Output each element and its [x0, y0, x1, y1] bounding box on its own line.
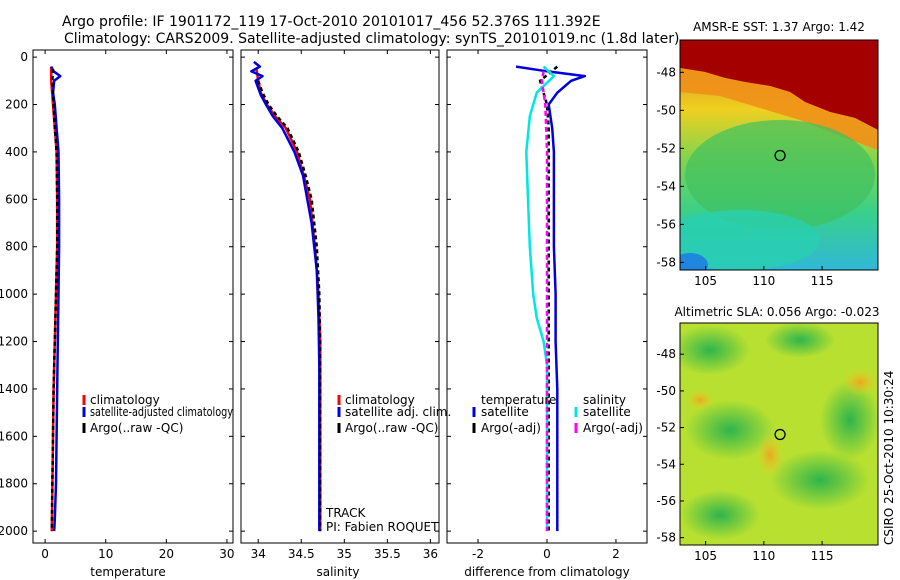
temperature-xlabel: temperature [90, 565, 165, 579]
x-tick-label: 0 [543, 547, 551, 561]
depth-tick-label: 1600 [0, 429, 28, 443]
series-line-temperature-satellite [515, 65, 587, 532]
map-x-tick-label: 105 [694, 274, 717, 288]
x-tick-label: 10 [98, 547, 113, 561]
series-line-satellite-adjusted-climatology [50, 66, 62, 532]
map-y-tick-label: -50 [656, 384, 676, 398]
x-tick-label: -2 [472, 547, 484, 561]
pi-annotation: PI: Fabien ROQUET [326, 520, 439, 534]
depth-tick-label: 800 [5, 240, 28, 254]
map-x-tick-label: 110 [752, 549, 775, 563]
x-tick-label: 30 [219, 547, 234, 561]
depth-tick-label: 1400 [0, 382, 28, 396]
track-annotation: TRACK [325, 506, 367, 520]
x-tick-label: 35.5 [374, 547, 401, 561]
title-line-1: Argo profile: IF 1901172_119 17-Oct-2010… [62, 14, 601, 30]
legend-header-temperature: temperature [481, 393, 556, 407]
series-line-argo-raw-qc [50, 68, 59, 532]
legend-label-sal-satellite: satellite [583, 405, 631, 419]
map-y-tick-label: -50 [656, 103, 676, 117]
legend-label-climatology: climatology [345, 393, 415, 407]
map-y-tick-label: -54 [656, 179, 676, 193]
map-y-tick-label: -58 [656, 255, 676, 269]
x-tick-label: 34 [251, 547, 266, 561]
legend-label-climatology: climatology [90, 393, 160, 407]
depth-tick-label: 400 [5, 145, 28, 159]
salinity-legend: climatology satellite adj. clim. Argo(..… [337, 393, 451, 435]
map-y-tick-label: -58 [656, 531, 676, 545]
sst-map-frame [679, 39, 879, 271]
temperature-legend: climatology satellite-adjusted climatolo… [82, 393, 233, 435]
sla-heatmap [680, 323, 878, 545]
argo-location-marker [774, 149, 786, 162]
legend-label-temp-argo: Argo(-adj) [481, 421, 541, 435]
sst-map-title: AMSR-E SST: 1.37 Argo: 1.42 [693, 20, 865, 34]
legend-label-sal-argo: Argo(-adj) [583, 421, 643, 435]
title-line-2: Climatology: CARS2009. Satellite-adjuste… [64, 31, 679, 47]
depth-tick-label: 600 [5, 192, 28, 206]
map-y-tick-label: -52 [656, 141, 676, 155]
depth-tick-label: 200 [5, 98, 28, 112]
map-x-tick-label: 115 [811, 274, 834, 288]
depth-tick-label: 2000 [0, 524, 28, 538]
salinity-panel-frame [240, 49, 440, 544]
legend-label-argo: Argo(..raw -QC) [345, 421, 438, 435]
legend-label-satellite: satellite adj. clim. [345, 405, 451, 419]
difference-legend: temperature salinity satellite Argo(-adj… [472, 393, 643, 435]
legend-header-salinity: salinity [583, 393, 626, 407]
sla-map-title: Altimetric SLA: 0.056 Argo: -0.023 [674, 305, 879, 319]
x-tick-label: 35 [337, 547, 352, 561]
map-y-tick-label: -56 [656, 494, 676, 508]
x-tick-label: 20 [159, 547, 174, 561]
legend-label-argo: Argo(..raw -QC) [90, 421, 183, 435]
series-line-satellite-adj-clim [250, 60, 321, 532]
side-stamp: CSIRO 25-Oct-2010 10:30:24 [882, 371, 896, 545]
x-tick-label: 36 [423, 547, 438, 561]
depth-tick-label: 1200 [0, 335, 28, 349]
map-x-tick-label: 110 [752, 274, 775, 288]
legend-label-temp-satellite: satellite [481, 405, 529, 419]
map-y-tick-label: -56 [656, 217, 676, 231]
sla-map-frame [679, 322, 879, 546]
sst-heatmap [680, 40, 878, 270]
depth-tick-label: 0 [20, 50, 28, 64]
series-line-temperature-argo-adj [538, 65, 559, 532]
map-y-tick-label: -52 [656, 421, 676, 435]
map-x-tick-label: 105 [694, 549, 717, 563]
series-line-salinity-argo-adj [540, 71, 549, 532]
salinity-xlabel: salinity [316, 565, 359, 579]
x-tick-label: 2 [612, 547, 620, 561]
series-line-argo-raw-qc [257, 80, 322, 532]
depth-tick-label: 1000 [0, 287, 28, 301]
x-tick-label: 0 [41, 547, 49, 561]
difference-xlabel: difference from climatology [464, 565, 630, 579]
x-tick-label: 34.5 [288, 547, 315, 561]
depth-tick-label: 1800 [0, 477, 28, 491]
temperature-panel-frame [32, 49, 234, 544]
map-y-tick-label: -48 [656, 347, 676, 361]
map-x-tick-label: 115 [811, 549, 834, 563]
map-y-tick-label: -48 [656, 65, 676, 79]
map-y-tick-label: -54 [656, 457, 676, 471]
argo-location-marker [774, 428, 786, 441]
legend-label-satellite: satellite-adjusted climatology [90, 405, 233, 419]
